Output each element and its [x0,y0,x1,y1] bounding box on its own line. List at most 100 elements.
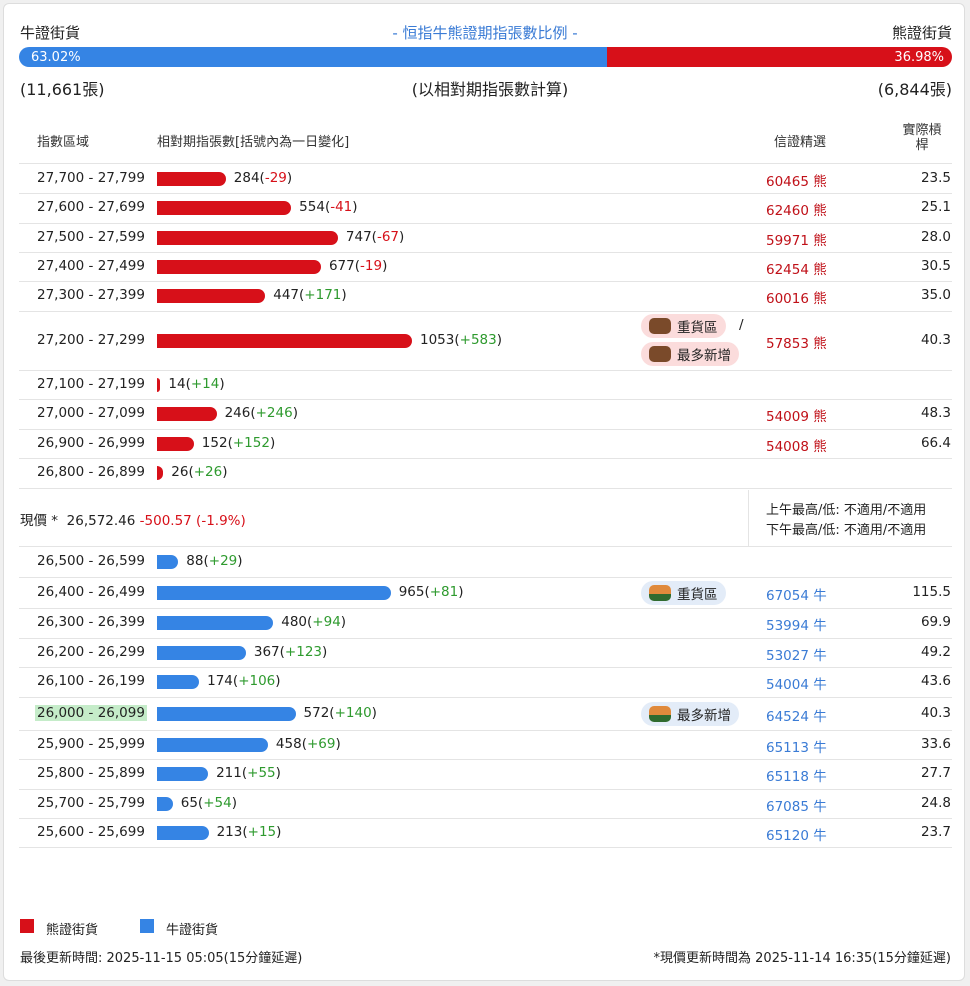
bar-change: +106 [238,673,276,689]
warrant-code[interactable]: 57853 熊 [766,335,827,352]
bar-change: +583 [459,331,497,348]
range-label: 26,900 - 26,999 [37,434,145,451]
tag-label: 最多新增 [677,348,731,364]
divider [19,281,952,282]
bull-icon [649,584,671,601]
tag-label: 最多新增 [677,707,731,724]
bar-change: -29 [264,169,287,186]
header-pick: 信證精選 [774,135,827,150]
range-label: 25,800 - 25,899 [37,765,145,781]
warrant-code[interactable]: 60016 熊 [766,291,827,307]
range-label: 26,000 - 26,099 [35,704,147,721]
bull-bar [157,645,246,660]
bear-icon [649,346,671,362]
warrant-code[interactable]: 53994 牛 [766,618,827,634]
bull-icon [649,705,671,722]
bull-bar [157,616,274,630]
leverage-value: 28.0 [920,228,951,245]
bear-bar [157,259,321,274]
bar-value: 26 [171,464,189,480]
divider [19,847,952,848]
divider [19,163,952,164]
warrant-code[interactable]: 60465 熊 [766,173,827,190]
vertical-divider [748,490,749,546]
bar-change: +69 [306,735,336,752]
bar-change: +26 [193,464,223,480]
bull-bar [157,737,268,752]
leverage-value: 30.5 [920,257,951,274]
tag-label: 重貨區 [677,586,718,603]
range-label: 27,100 - 27,199 [37,375,145,392]
bar-value-label: 572(+140) [303,704,377,721]
bull-tag: 最多新增 [641,701,739,726]
bar-change: -41 [330,199,353,215]
bar-value-label: 965(+81) [398,583,464,600]
bear-pct: 36.98% [894,49,944,65]
range-label: 27,200 - 27,299 [37,331,145,348]
warrant-code[interactable]: 64524 牛 [766,708,827,725]
bar-value-label: 284(-29) [233,169,293,186]
leverage-value: 23.5 [920,169,951,186]
bull-ratio-fill: 63.02% [19,47,607,67]
bar-value-label: 458(+69) [275,735,341,752]
pm-high-low: 下午最高/低: 不適用/不適用 [766,523,927,538]
bull-bar [157,796,173,811]
warrant-code[interactable]: 62460 熊 [766,203,827,219]
bar-change: +29 [208,553,238,569]
ratio-bar: 63.02% 36.98% [19,47,952,67]
bar-change: +54 [203,794,232,811]
bar-change: +152 [232,434,270,451]
bull-title: 牛證街貨 [20,24,81,42]
range-label: 27,300 - 27,399 [37,287,145,303]
bar-value: 211 [216,765,242,781]
header-contracts: 相對期指張數[括號內為一日變化] [157,135,350,150]
warrant-code[interactable]: 65113 牛 [766,739,827,756]
divider [19,789,952,790]
bar-value-label: 88(+29) [186,553,243,569]
warrant-code[interactable]: 59971 熊 [766,232,827,249]
bar-change: +15 [247,823,277,840]
leverage-value: 24.8 [920,794,951,811]
leverage-value: 40.3 [920,704,951,721]
bear-legend-label: 熊證街貨 [46,923,99,938]
warrant-code[interactable]: 54008 熊 [766,438,827,455]
warrant-code[interactable]: 54009 熊 [766,409,827,425]
bar-value: 88 [186,553,204,569]
bar-value: 965 [398,583,425,600]
leverage-value: 25.1 [920,199,951,215]
tag-label: 重貨區 [677,320,718,336]
divider [19,252,952,253]
bull-bar [157,767,209,781]
price-updated: *現價更新時間為 2025-11-14 16:35(15分鐘延遲) [653,951,951,966]
warrant-code[interactable]: 67054 牛 [766,587,827,604]
leverage-value: 27.7 [920,765,951,781]
leverage-value: 40.3 [920,331,951,348]
warrant-code[interactable]: 54004 牛 [766,677,827,693]
bar-value-label: 480(+94) [281,614,347,630]
warrant-code[interactable]: 67085 牛 [766,798,827,815]
bear-icon [649,318,671,334]
bar-value: 677 [328,257,355,274]
bar-value-label: 747(-67) [345,228,405,245]
warrant-code[interactable]: 53027 牛 [766,647,827,664]
last-updated: 最後更新時間: 2025-11-15 05:05(15分鐘延遲) [20,951,303,966]
warrant-code[interactable]: 65120 牛 [766,827,827,844]
warrant-code[interactable]: 62454 熊 [766,261,827,278]
leverage-value: 23.7 [920,823,951,840]
divider [19,697,952,698]
range-label: 25,700 - 25,799 [37,794,145,811]
bull-count: (11,661張) [20,80,105,99]
am-high-low: 上午最高/低: 不適用/不適用 [766,503,927,518]
divider [19,311,952,312]
bar-value-label: 65(+54) [180,794,237,811]
warrant-code[interactable]: 65118 牛 [766,769,827,785]
divider [19,370,952,371]
divider [19,818,952,819]
bear-tag: 最多新增 [641,342,739,366]
divider [19,667,952,668]
divider [19,608,952,609]
divider [19,429,952,430]
bull-legend-label: 牛證街貨 [166,923,219,938]
bar-value: 447 [273,287,300,303]
bar-value: 14 [168,375,186,392]
